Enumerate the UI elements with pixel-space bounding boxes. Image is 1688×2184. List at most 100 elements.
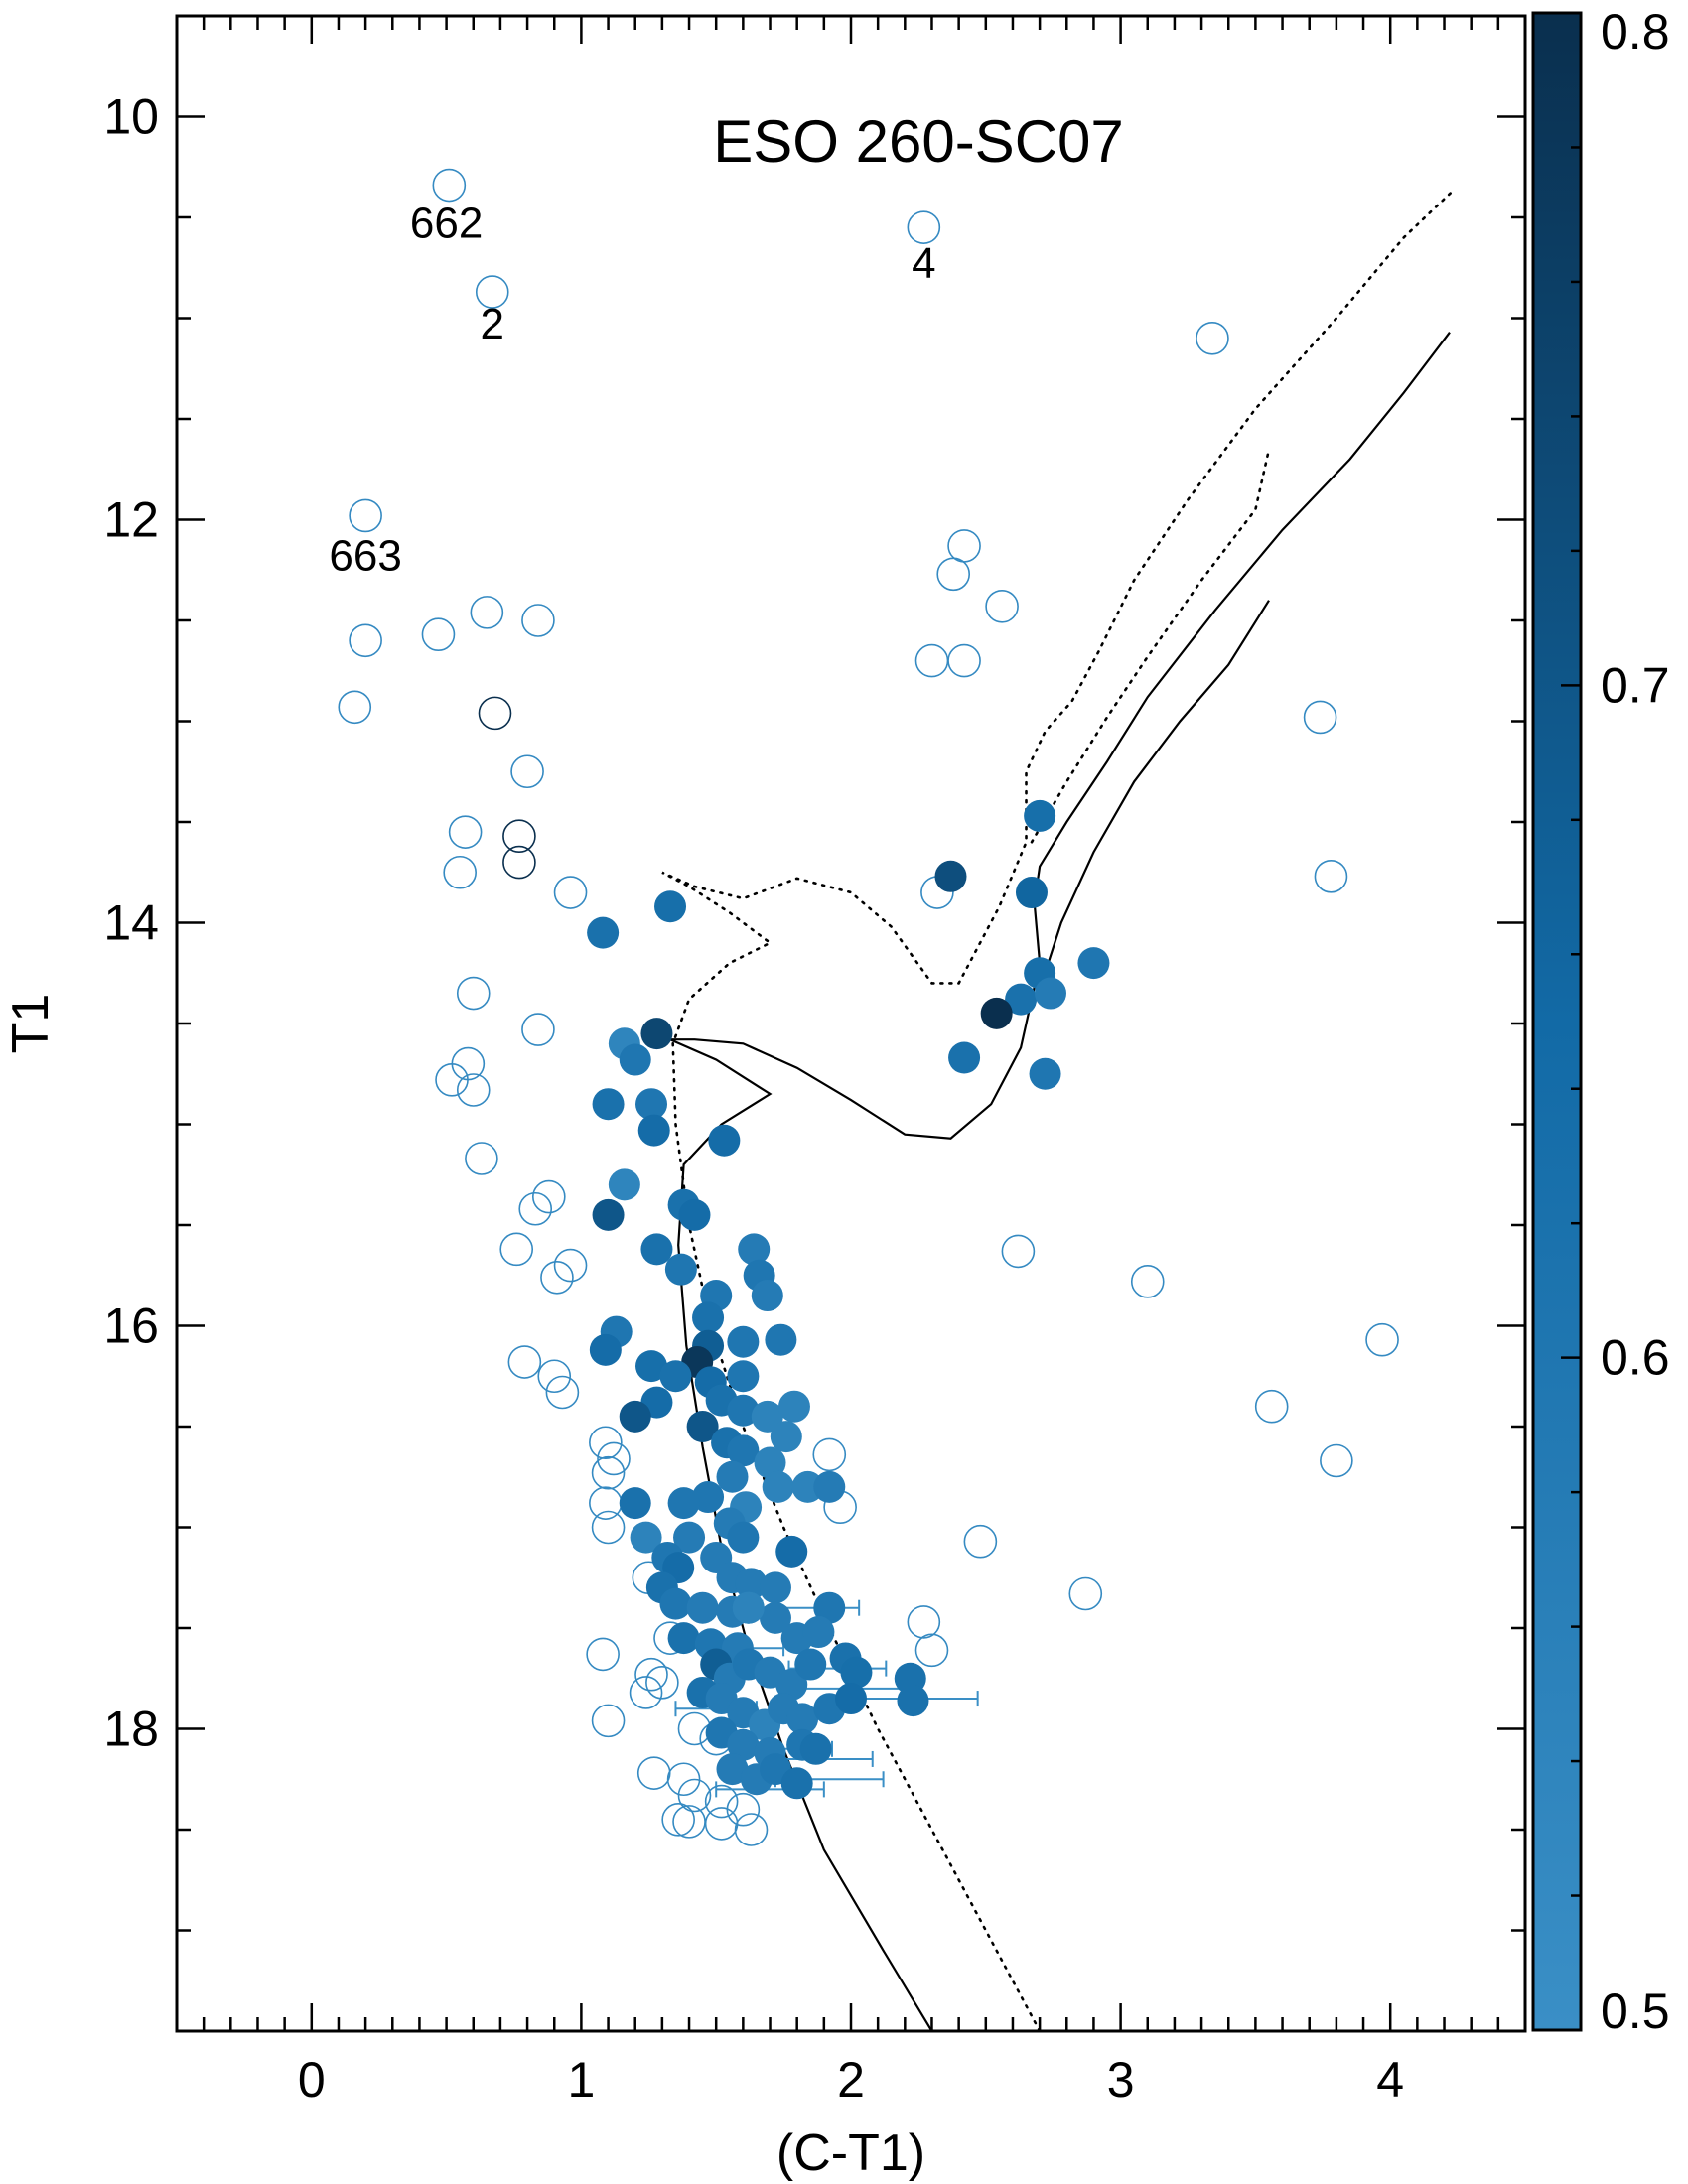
open-star-point: [502, 819, 536, 854]
colorbar-axis: 0.5 0.6 0.7 0.8: [1561, 4, 1670, 2039]
x-tick-label: 2: [837, 2052, 865, 2108]
open-star-point: [1068, 1576, 1103, 1611]
open-star-point: [1314, 860, 1348, 893]
member-star-point: [948, 1041, 981, 1074]
member-star-point: [659, 1360, 692, 1393]
open-star-point: [507, 1345, 542, 1379]
open-star-point: [677, 1778, 712, 1813]
open-star-point: [914, 1633, 949, 1668]
open-star-point: [553, 1248, 588, 1283]
colorbar: [1531, 11, 1583, 2032]
member-star-point: [673, 1521, 706, 1554]
open-star-point: [521, 1013, 555, 1046]
member-star-point: [619, 1043, 651, 1076]
open-star-point: [704, 1807, 739, 1841]
member-star-point: [775, 1668, 808, 1701]
open-star-point: [661, 1803, 695, 1837]
member-star-point: [619, 1487, 651, 1520]
member-star-point: [635, 1350, 668, 1383]
open-star-point: [597, 1441, 631, 1476]
member-star-point: [1015, 877, 1048, 909]
member-star-point: [1029, 1057, 1061, 1090]
isochrone-solid-0: [669, 332, 1451, 2032]
member-star-point: [635, 1088, 668, 1121]
member-star-point: [654, 890, 687, 923]
open-star-point: [629, 1676, 663, 1709]
open-star-point: [963, 1524, 998, 1559]
open-star-point: [545, 1375, 580, 1410]
open-star-point: [338, 690, 372, 725]
open-star-point: [478, 696, 512, 731]
member-star-point: [727, 1434, 760, 1467]
open-star-point: [1303, 700, 1337, 735]
member-star-point: [667, 1622, 700, 1655]
open-star-point: [532, 1179, 566, 1214]
open-star-point: [1001, 1234, 1036, 1269]
open-star-point: [704, 1784, 739, 1819]
member-star-point: [754, 1446, 786, 1479]
member-star-point: [813, 1591, 846, 1624]
open-star-point: [907, 210, 941, 244]
star-id-label: 4: [912, 239, 935, 288]
member-star-point: [686, 1411, 719, 1442]
member-star-point: [686, 1591, 719, 1624]
colorbar-tick-label: 0.6: [1601, 1330, 1670, 1386]
open-star-point: [475, 275, 509, 309]
star-id-label: 663: [329, 531, 401, 580]
member-star-point: [786, 1703, 819, 1735]
open-star-point: [553, 876, 588, 909]
member-star-point: [1005, 983, 1038, 1016]
member-star-point: [727, 1728, 760, 1761]
open-star-point: [470, 596, 504, 629]
member-star-point: [751, 1400, 783, 1433]
member-star-point: [640, 1233, 673, 1266]
colorbar-tick-label: 0.5: [1601, 1983, 1670, 2039]
x-tick-label: 3: [1107, 2052, 1135, 2108]
member-star-point: [770, 1421, 802, 1453]
open-star-point: [502, 845, 536, 880]
colorbar-tick-label: 0.7: [1601, 657, 1670, 713]
open-star-point: [589, 1426, 623, 1460]
open-star-point: [435, 1063, 469, 1097]
open-star-point: [456, 976, 491, 1011]
open-star-point: [349, 623, 382, 658]
member-star-point: [732, 1591, 765, 1624]
member-star-point: [1024, 799, 1056, 832]
chart-title: ESO 260-SC07: [713, 108, 1124, 175]
open-star-point: [734, 1813, 769, 1846]
member-star-point: [738, 1233, 771, 1266]
y-tick-label: 12: [103, 492, 159, 548]
member-star-point: [630, 1521, 662, 1554]
member-star-point: [765, 1323, 797, 1356]
member-star-point: [716, 1460, 749, 1493]
open-star-point: [634, 1657, 668, 1692]
member-star-point: [692, 1481, 725, 1514]
open-star-point: [432, 168, 467, 203]
member-star-point: [802, 1616, 835, 1649]
member-star-point: [762, 1470, 794, 1503]
x-axis-title: (C-T1): [776, 2124, 925, 2182]
member-star-point: [775, 1535, 808, 1568]
member-star-point: [727, 1394, 760, 1427]
member-star-point: [934, 860, 967, 892]
member-star-point: [980, 997, 1013, 1029]
open-star-point: [591, 1704, 626, 1738]
member-star-point: [840, 1656, 873, 1689]
open-star-point: [1365, 1322, 1399, 1357]
member-star-point: [619, 1400, 651, 1433]
open-star-point: [1320, 1443, 1353, 1478]
open-star-point: [499, 1232, 534, 1267]
member-star-point: [897, 1685, 929, 1717]
member-star-point: [759, 1601, 791, 1634]
open-star-point: [510, 754, 544, 789]
member-star-point: [727, 1325, 760, 1358]
open-star-point: [636, 1756, 671, 1790]
open-star-point: [1196, 321, 1229, 355]
open-star-point: [645, 1666, 679, 1700]
member-star-point: [692, 1301, 725, 1334]
member-star-point: [667, 1487, 700, 1520]
open-star-point: [907, 1605, 941, 1639]
isochrone-solid-1: [1039, 600, 1270, 990]
open-star-point: [421, 617, 456, 652]
